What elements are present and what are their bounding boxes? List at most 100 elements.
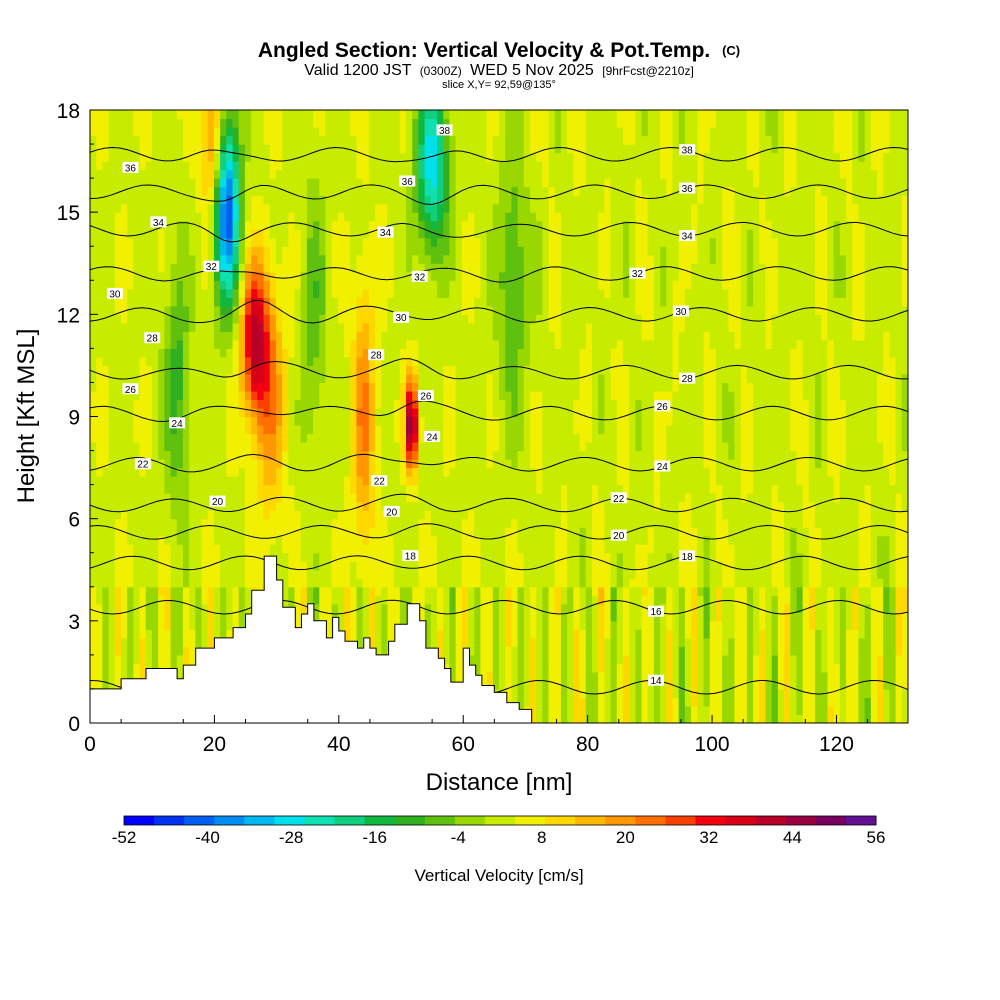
contour-label: 22 — [613, 494, 625, 505]
contour-label: 36 — [125, 163, 137, 174]
contour-label-bg — [679, 550, 696, 562]
contour-label-bg — [610, 529, 627, 541]
colorbar-swatch — [334, 816, 366, 825]
chart-title: Angled Section: Vertical Velocity & Pot.… — [258, 39, 740, 62]
contour-label-bg — [679, 182, 696, 194]
contour-label-bg — [368, 349, 385, 361]
colorbar-swatch — [124, 816, 155, 825]
colorbar: -52 -40 -28 -16 -4 8 20 32 44 56 — [112, 815, 886, 847]
contour-label-bg — [383, 505, 400, 517]
chart-subtitle: Valid 1200 JST (0300Z) WED 5 Nov 2025 [9… — [304, 62, 694, 79]
colorbar-swatch — [394, 816, 426, 825]
contour-label-bg — [106, 287, 123, 299]
colorbar-swatch — [845, 816, 877, 825]
contour-label-bg — [436, 124, 453, 136]
colorbar-swatch — [755, 816, 787, 825]
colorbar-swatch — [424, 816, 456, 825]
contour-label: 24 — [427, 432, 439, 443]
slice-label: slice X,Y= 92,59@135° — [442, 79, 556, 91]
contour-label: 34 — [682, 231, 694, 242]
contour-label: 22 — [374, 477, 386, 488]
contour-label: 26 — [657, 402, 669, 413]
contour-label-bg — [672, 305, 689, 317]
colorbar-tick-label: 56 — [867, 828, 886, 847]
colorbar-swatch — [815, 816, 847, 825]
contour-label-bg — [654, 400, 671, 412]
colorbar-tick-label: -4 — [451, 828, 466, 847]
isentrope-contours — [90, 146, 908, 695]
colorbar-swatch — [154, 816, 185, 825]
contour-label: 18 — [405, 552, 417, 563]
contour-label: 38 — [682, 146, 694, 157]
x-tick-label: 100 — [695, 733, 730, 756]
contour-label-bg — [150, 216, 167, 228]
contour-label-bg — [411, 270, 428, 282]
contour-label-bg — [679, 372, 696, 384]
contour-label-bg — [654, 460, 671, 472]
colorbar-swatch — [364, 816, 396, 825]
contour-label-bg — [203, 260, 220, 272]
contour-label: 32 — [632, 269, 644, 280]
colorbar-swatch — [575, 816, 606, 825]
contour-label-bg — [629, 267, 646, 279]
contour-label-bg — [209, 495, 226, 507]
contour-label: 32 — [206, 262, 218, 273]
x-tick-label: 0 — [84, 733, 96, 756]
contour-label: 36 — [682, 184, 694, 195]
contour-label-bg — [122, 383, 139, 395]
isentrope-34 — [90, 221, 908, 243]
x-tick-label: 80 — [576, 733, 599, 756]
y-axis-label: Height [Kft MSL] — [13, 329, 40, 504]
contour-label-bg — [679, 144, 696, 156]
isentrope-24 — [90, 453, 908, 473]
contour-label: 14 — [651, 676, 663, 687]
colorbar-swatch — [725, 816, 757, 825]
colorbar-swatch — [605, 816, 636, 825]
contour-label: 30 — [395, 313, 407, 324]
colorbar-tick-label: 20 — [616, 828, 635, 847]
y-tick-label: 0 — [68, 713, 80, 736]
colorbar-tick-label: -52 — [112, 828, 137, 847]
x-tick-label: 20 — [203, 733, 226, 756]
y-tick-label: 18 — [57, 100, 80, 123]
y-tick-label: 9 — [68, 407, 80, 430]
terrain-polygon — [89, 555, 533, 724]
isentrope-30 — [90, 300, 908, 324]
contour-label-bg — [122, 161, 139, 173]
contour-label-bg — [417, 390, 434, 402]
contour-label-bg — [371, 475, 388, 487]
contour-label-bg — [393, 311, 410, 323]
colorbar-swatch — [184, 816, 215, 825]
y-tick-label: 6 — [68, 509, 80, 532]
colorbar-swatch — [515, 816, 546, 825]
contour-labels: 38 36 36 34 34 32 32 30 30 28 28 26 26 24 24 22 22 20 20 18… — [106, 124, 696, 687]
contour-label: 28 — [682, 374, 694, 385]
contour-label-bg — [144, 332, 161, 344]
contour-label: 36 — [402, 177, 414, 188]
contour-label: 30 — [109, 289, 121, 300]
colorbar-swatch — [545, 816, 576, 825]
contour-label-bg — [424, 430, 441, 442]
contour-label: 34 — [153, 218, 165, 229]
x-tick-label: 120 — [819, 733, 854, 756]
contour-label: 34 — [380, 228, 392, 239]
colorbar-swatch — [785, 816, 817, 825]
contour-label: 20 — [212, 497, 224, 508]
contour-label: 38 — [439, 126, 451, 137]
contour-label-bg — [610, 492, 627, 504]
y-tick-label: 15 — [57, 202, 80, 225]
colorbar-tick-label: -40 — [195, 828, 220, 847]
contour-label: 22 — [137, 460, 149, 471]
colorbar-tick-label: 44 — [783, 828, 802, 847]
contour-label-bg — [399, 175, 416, 187]
contour-label: 18 — [682, 552, 694, 563]
x-axis-label: Distance [nm] — [426, 769, 573, 796]
colorbar-swatch — [304, 816, 336, 825]
contour-label: 26 — [420, 392, 432, 403]
colorbar-swatch — [635, 816, 666, 825]
contour-label-bg — [169, 417, 186, 429]
colorbar-label: Vertical Velocity [cm/s] — [414, 866, 583, 885]
contour-label: 28 — [371, 351, 383, 362]
colorbar-swatch — [484, 816, 516, 825]
